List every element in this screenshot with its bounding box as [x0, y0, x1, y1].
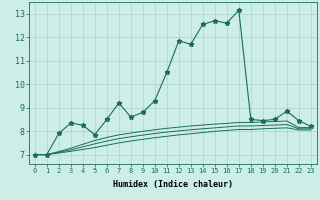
X-axis label: Humidex (Indice chaleur): Humidex (Indice chaleur) [113, 180, 233, 189]
